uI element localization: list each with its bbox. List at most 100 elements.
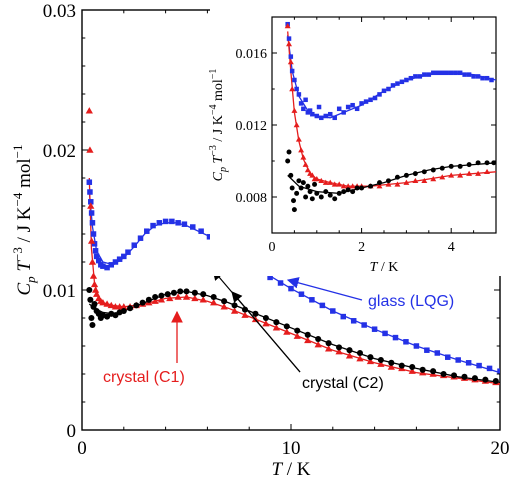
main-point-glass <box>476 362 482 369</box>
inset-ytick-label-2: 0.016 <box>236 47 268 62</box>
inset-point-c2 <box>377 180 382 186</box>
inset-background <box>210 8 506 276</box>
main-point-glass <box>350 318 357 324</box>
main-point-c1 <box>366 357 375 365</box>
inset-data-points <box>284 21 496 213</box>
main-point-c2 <box>191 289 198 296</box>
inset-point-c2 <box>303 194 309 200</box>
main-point-c1 <box>262 319 270 327</box>
main-point-c2 <box>91 300 98 308</box>
inset-point-c2 <box>359 185 365 191</box>
main-point-c1 <box>408 367 416 374</box>
main-point-c1 <box>272 324 280 331</box>
inset-point-glass <box>327 111 333 117</box>
inset-ylabel: Cp T−3 / J K−4 mol−1 <box>208 69 229 182</box>
main-point-c1 <box>182 293 191 300</box>
main-xlabel: T / K <box>271 459 310 480</box>
main-xtick-label-0: 0 <box>77 438 87 459</box>
inset-point-glass <box>439 70 445 76</box>
main-ylabel-molsup: −1 <box>10 144 25 158</box>
main-point-glass <box>150 222 156 229</box>
main-point-c2 <box>221 298 228 305</box>
main-point-glass <box>125 249 131 255</box>
inset-point-glass <box>489 77 494 83</box>
main-point-glass <box>92 248 99 254</box>
inset-point-c1 <box>394 181 401 187</box>
inset-xlabel-T: T <box>370 260 379 275</box>
inset-xtick-label-0: 0 <box>269 240 276 255</box>
main-point-c2 <box>183 288 190 295</box>
inset-xlabel: T / K <box>370 260 399 275</box>
inset-point-c2 <box>298 185 304 191</box>
inset-point-c1 <box>302 161 309 167</box>
inset-point-glass <box>372 95 378 101</box>
main-point-c2 <box>409 363 416 371</box>
inset-ylabel-T: T <box>211 155 226 168</box>
inset-point-glass <box>289 68 295 74</box>
inset-point-glass <box>399 79 405 85</box>
main-point-c1 <box>199 296 207 303</box>
main-ylabel-p: p <box>23 276 38 284</box>
inset-point-glass <box>377 92 382 97</box>
inset-point-c1 <box>309 172 316 178</box>
inset-point-c1 <box>385 181 392 187</box>
main-point-c1 <box>174 293 182 300</box>
main-point-glass <box>455 357 461 363</box>
main-point-c2 <box>398 362 405 369</box>
inset-point-c2 <box>291 207 297 213</box>
inset-point-glass <box>319 115 324 121</box>
main-point-glass <box>108 262 115 268</box>
inset-point-glass <box>422 72 427 77</box>
main-point-c2 <box>133 302 140 309</box>
inset-point-c1 <box>349 183 356 189</box>
inset-point-glass <box>368 97 373 103</box>
main-point-glass <box>89 220 96 226</box>
main-point-c1 <box>283 328 291 335</box>
main-point-glass <box>361 322 367 328</box>
inset-point-c2 <box>484 160 490 166</box>
inset-ylabel-ksup: −4 <box>208 105 219 116</box>
inset-point-c1 <box>313 176 320 182</box>
inset-point-glass <box>390 83 396 88</box>
inset-ylabel-molsup: −1 <box>208 69 219 80</box>
inset-point-glass <box>417 74 423 79</box>
main-point-glass <box>104 264 110 271</box>
inset-ytick-label-0: 0.008 <box>236 191 268 206</box>
inset-point-c1 <box>289 86 296 92</box>
main-point-c2 <box>158 292 165 299</box>
main-ylabel-tsup: −3 <box>10 247 25 261</box>
main-ylabel: Cp T−3 / J K−4 mol−1 <box>10 144 38 295</box>
inset-point-glass <box>354 106 360 112</box>
main-point-c2 <box>283 323 290 330</box>
inset-point-c1 <box>412 177 419 184</box>
inset-point-c2 <box>288 172 294 178</box>
main-point-c2 <box>346 347 353 354</box>
inset-point-c1 <box>439 174 446 180</box>
main-point-c2 <box>450 372 458 379</box>
main-point-c1 <box>314 340 322 348</box>
main-point-c2 <box>200 291 207 298</box>
inset-point-c2 <box>289 185 295 191</box>
inset-point-glass <box>448 70 454 76</box>
inset-point-c2 <box>291 198 296 204</box>
main-point-c2 <box>262 314 269 322</box>
main-point-c1 <box>191 294 199 302</box>
main-point-glass <box>277 280 284 286</box>
main-point-c2 <box>88 314 95 322</box>
main-point-glass <box>424 347 430 353</box>
main-point-c2 <box>231 302 238 309</box>
main-point-c2 <box>325 340 332 347</box>
main-point-c2 <box>152 293 159 301</box>
main-ytick-label-0: 0 <box>67 421 77 442</box>
main-point-c2 <box>89 321 96 329</box>
main-point-glass <box>497 368 500 374</box>
inset-point-c2 <box>307 189 313 195</box>
inset-point-c2 <box>309 196 315 202</box>
main-data-points <box>85 107 500 386</box>
main-point-c2 <box>241 306 249 313</box>
main-point-glass <box>206 234 213 240</box>
main-point-glass <box>175 220 181 226</box>
inset-point-c2 <box>491 160 496 166</box>
inset-point-c2 <box>439 165 445 171</box>
main-point-glass <box>319 302 326 309</box>
